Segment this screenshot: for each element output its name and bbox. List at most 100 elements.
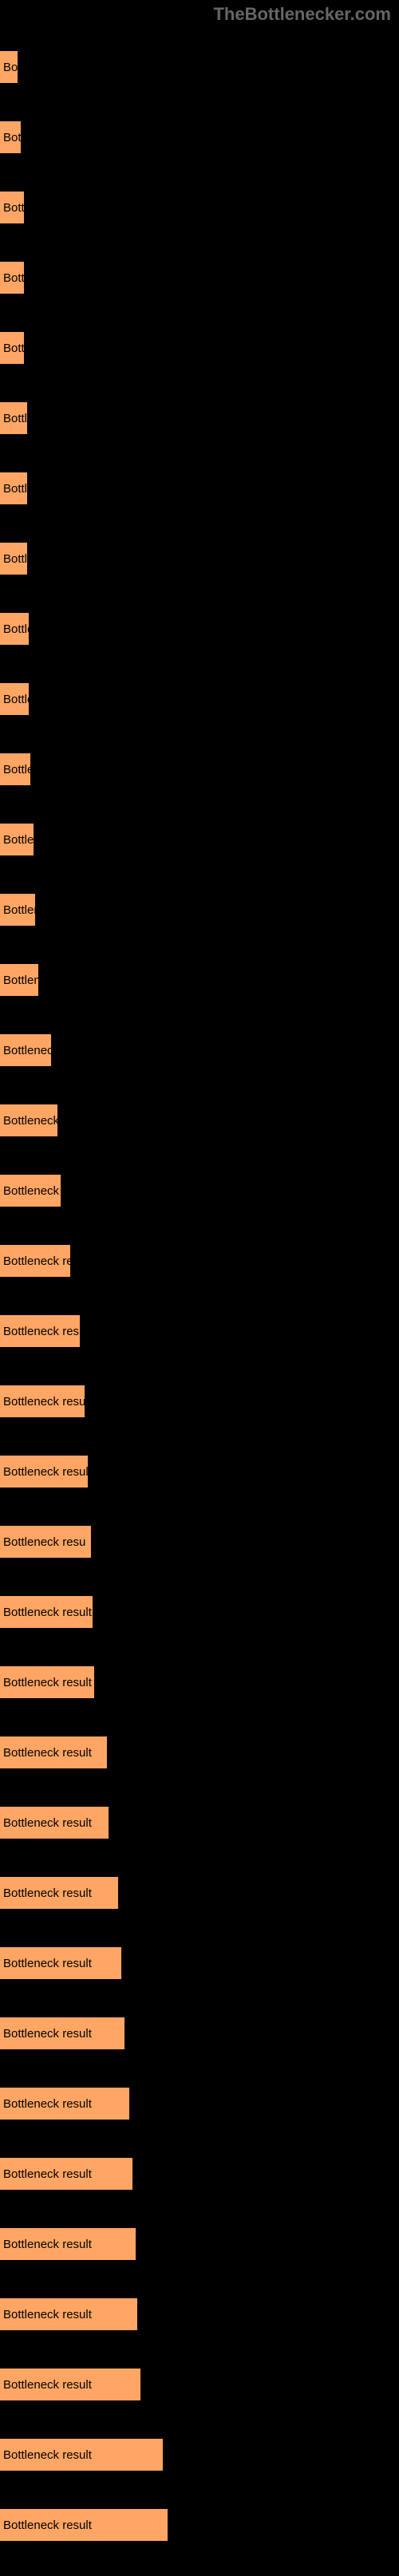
bar-row: Bottleneck result bbox=[0, 2139, 399, 2209]
bar-label: Bottle bbox=[3, 412, 27, 425]
chart-bar: Bott bbox=[0, 192, 24, 223]
bar-label: Bottleneck re bbox=[3, 1184, 61, 1198]
bar-label: Bottleneck resu bbox=[3, 1535, 85, 1549]
chart-bar: Bottle bbox=[0, 753, 30, 785]
bar-label: Bo bbox=[3, 61, 18, 74]
chart-bar: Bottleneck result bbox=[0, 1736, 107, 1768]
chart-bar: Bo bbox=[0, 51, 18, 83]
bar-row: Bottleneck result bbox=[0, 1226, 399, 1296]
bar-row: Bottleneck result bbox=[0, 1998, 399, 2068]
chart-bar: Bottle bbox=[0, 472, 27, 504]
chart-bar: Bottle bbox=[0, 683, 29, 715]
bar-label: Bottle bbox=[3, 482, 27, 496]
bar-label: Bott bbox=[3, 131, 21, 144]
chart-bar: Bottleneck result bbox=[0, 1807, 109, 1839]
bar-row: Bottleneck re bbox=[0, 1156, 399, 1226]
bar-row: Bottleneck r bbox=[0, 1015, 399, 1085]
chart-bar: Bottlene bbox=[0, 894, 35, 926]
chart-bar: Bottle bbox=[0, 543, 27, 575]
chart-bar: Bottleneck result bbox=[0, 1104, 57, 1136]
bar-label: Bottleneck result bbox=[3, 1816, 92, 1830]
bar-chart: Bo Bott Bott Bottl Bottl Bottle Bottle Bottle Bo… bbox=[0, 0, 399, 2576]
chart-bar: Bottleneck re bbox=[0, 1175, 61, 1207]
chart-bar: Bottleneck result bbox=[0, 1315, 80, 1347]
bar-row: Bottleneck result bbox=[0, 1085, 399, 1156]
bar-row: Bottleneck result bbox=[0, 1577, 399, 1647]
bar-row: Bottle bbox=[0, 734, 399, 804]
bar-label: Bottleneck result bbox=[3, 2448, 92, 2462]
chart-bar: Bottleneck result bbox=[0, 1385, 85, 1417]
chart-bar: Bottle bbox=[0, 402, 27, 434]
bar-label: Bottleneck result bbox=[3, 1887, 92, 1900]
chart-bar: Bottleneck resu bbox=[0, 1526, 91, 1558]
bar-row: Bottleneck result bbox=[0, 2209, 399, 2279]
bar-label: Bottlene bbox=[3, 903, 35, 917]
bar-row: Bottle bbox=[0, 383, 399, 453]
bar-row: Bottleneck result bbox=[0, 1296, 399, 1366]
bar-label: Bottleneck result bbox=[3, 1957, 92, 1970]
bar-value: 4 bbox=[180, 2448, 187, 2462]
bar-label: Bottlene bbox=[3, 833, 34, 847]
bar-label: Bottleneck result bbox=[3, 1606, 92, 1619]
bar-label: Bottleneck result bbox=[3, 2027, 92, 2041]
bar-label: Bott bbox=[3, 201, 24, 215]
bar-row: Bottlene bbox=[0, 875, 399, 945]
chart-bar: Bottleneck result bbox=[0, 1666, 94, 1698]
bar-label: Bottle bbox=[3, 763, 30, 776]
bar-row: Bott bbox=[0, 102, 399, 172]
chart-bar: Bottl bbox=[0, 332, 24, 364]
chart-bar: Bott bbox=[0, 121, 21, 153]
bar-label: Bottleneck result bbox=[3, 1114, 57, 1128]
bar-label: Bottlene bbox=[3, 974, 38, 987]
bar-row: Bottleneck result 4 bbox=[0, 2420, 399, 2490]
bar-row: Bottleneck result bbox=[0, 1647, 399, 1717]
bar-row: Bottleneck result bbox=[0, 1366, 399, 1436]
bar-label: Bottl bbox=[3, 271, 24, 285]
bar-label: Bottleneck result bbox=[3, 2519, 92, 2532]
bar-label: Bottleneck result bbox=[3, 1254, 70, 1268]
bar-label: Bottl bbox=[3, 342, 24, 355]
chart-bar: Bottleneck result4 bbox=[0, 2439, 163, 2471]
bar-label: Bottleneck r bbox=[3, 1044, 51, 1057]
bar-label: Bottleneck result bbox=[3, 2238, 92, 2251]
bar-row: Bottleneck resu bbox=[0, 1507, 399, 1577]
bar-row: Bottlene bbox=[0, 945, 399, 1015]
bar-row: Bottleneck result 2 bbox=[0, 2349, 399, 2420]
chart-bar: Bottleneck result bbox=[0, 2228, 136, 2260]
chart-bar: Bottlene bbox=[0, 964, 38, 996]
watermark-text: TheBottlenecker.com bbox=[213, 4, 391, 25]
bar-row: Bott bbox=[0, 172, 399, 243]
chart-bar: Bottleneck result bbox=[0, 2088, 129, 2120]
bar-label: Bottle bbox=[3, 552, 27, 566]
bar-row: Bottleneck result bbox=[0, 2279, 399, 2349]
bar-label: Bottle bbox=[3, 622, 29, 636]
bar-label: Bottleneck result bbox=[3, 1676, 92, 1689]
bar-label: Bottleneck result bbox=[3, 1325, 80, 1338]
chart-bar: Bottl bbox=[0, 262, 24, 294]
bar-row: Bottle bbox=[0, 453, 399, 523]
bar-row: Bottle bbox=[0, 594, 399, 664]
bar-row: Bottl bbox=[0, 313, 399, 383]
bar-label: Bottleneck result bbox=[3, 2378, 92, 2392]
bar-row: Bottle bbox=[0, 664, 399, 734]
chart-bar: Bottleneck result bbox=[0, 1596, 93, 1628]
bar-row: Bottl bbox=[0, 243, 399, 313]
bar-label: Bottleneck result bbox=[3, 2167, 92, 2181]
bar-row: Bottleneck result bbox=[0, 2068, 399, 2139]
chart-bar: Bottle bbox=[0, 613, 29, 645]
bar-label: Bottleneck result bbox=[3, 2097, 92, 2111]
bar-row: Bottleneck result bbox=[0, 1858, 399, 1928]
chart-bar: Bottleneck result bbox=[0, 1877, 118, 1909]
chart-bar: Bottleneck result bbox=[0, 2298, 137, 2330]
bar-row: Bottleneck result bbox=[0, 2490, 399, 2560]
bar-row: Bottleneck result bbox=[0, 1717, 399, 1788]
chart-bar: Bottleneck result bbox=[0, 1947, 121, 1979]
bar-label: Bottleneck result bbox=[3, 1746, 92, 1760]
bar-label: Bottle bbox=[3, 693, 29, 706]
chart-bar: Bottleneck result bbox=[0, 1456, 88, 1488]
bar-row: Bo bbox=[0, 32, 399, 102]
bar-row: Bottle bbox=[0, 523, 399, 594]
bar-value: 2 bbox=[158, 2378, 164, 2392]
bar-row: Bottleneck result bbox=[0, 1788, 399, 1858]
chart-bar: Bottleneck result2 bbox=[0, 2369, 140, 2400]
